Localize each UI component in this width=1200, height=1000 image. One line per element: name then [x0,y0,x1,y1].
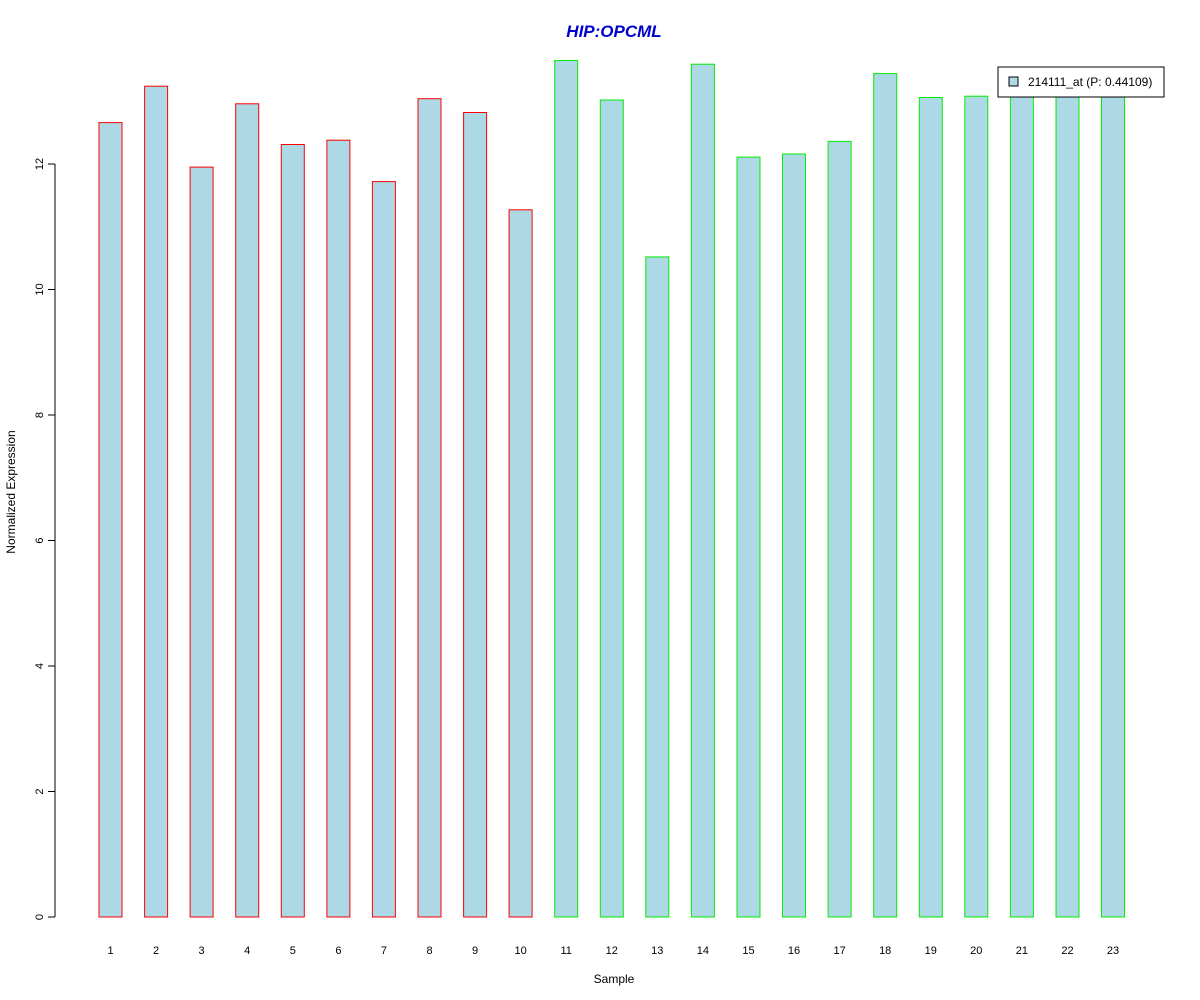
x-tick-label: 22 [1061,945,1073,957]
x-tick-label: 19 [925,945,937,957]
x-axis-label: Sample [594,972,635,986]
x-tick-label: 14 [697,945,709,957]
bar-sample-21 [1009,94,1034,918]
y-tick-label: 0 [34,914,46,920]
x-tick-label: 20 [970,945,982,957]
bar-sample-7 [371,181,396,918]
bar-sample-9 [463,112,488,918]
bar-sample-15 [736,156,761,918]
x-tick-label: 12 [606,945,618,957]
x-tick-label: 18 [879,945,891,957]
bar-sample-13 [645,256,670,918]
y-tick-label: 6 [34,537,46,543]
bar-sample-20 [964,95,989,918]
x-tick-label: 6 [335,945,341,957]
y-axis-label: Normalized Expression [4,430,18,553]
y-tick-label: 8 [34,412,46,418]
x-tick-label: 15 [742,945,754,957]
chart-title: HIP:OPCML [566,22,661,41]
bar-sample-22 [1055,94,1080,918]
x-tick-label: 10 [514,945,526,957]
x-tick-label: 11 [560,945,571,957]
bar-sample-14 [690,63,715,918]
legend: 214111_at (P: 0.44109) [997,66,1165,98]
y-tick-label: 2 [34,788,46,794]
bar-sample-8 [417,98,442,918]
bar-sample-4 [235,103,260,918]
bar-sample-11 [554,60,579,918]
y-tick-label: 12 [34,158,46,170]
bar-sample-10 [508,209,533,918]
x-tick-label: 7 [381,945,387,957]
bar-sample-5 [280,144,305,918]
bar-sample-19 [918,97,943,918]
bar-sample-1 [98,122,123,918]
bar-sample-2 [144,85,169,918]
x-tick-label: 8 [426,945,432,957]
y-axis: 0 2 4 6 8 10 12 [34,158,56,920]
bars [98,60,1125,918]
bar-sample-6 [326,139,351,918]
x-tick-label: 21 [1016,945,1028,957]
legend-box [997,66,1165,98]
y-tick-label: 4 [34,663,46,669]
legend-swatch [1008,76,1019,87]
x-tick-label: 3 [199,945,205,957]
x-tick-label: 23 [1107,945,1119,957]
bar-sample-23 [1101,94,1125,918]
x-tick-label: 9 [472,945,478,957]
bar-sample-16 [782,153,806,918]
x-axis-tick-labels: 1 2 3 4 5 6 7 8 9 10 11 12 13 14 15 16 17 18 19 20 21 22 23 [107,945,1119,957]
bar-sample-3 [189,166,214,918]
bar-sample-12 [599,99,624,918]
bar-sample-17 [827,140,852,918]
bar-sample-18 [873,73,898,918]
x-tick-label: 1 [107,945,113,957]
x-tick-label: 2 [153,945,159,957]
legend-label: 214111_at (P: 0.44109) [1028,75,1152,89]
x-tick-label: 5 [290,945,296,957]
y-tick-label: 10 [34,283,46,295]
x-tick-label: 16 [788,945,800,957]
x-tick-label: 4 [244,945,250,957]
x-tick-label: 17 [833,945,845,957]
x-tick-label: 13 [651,945,663,957]
